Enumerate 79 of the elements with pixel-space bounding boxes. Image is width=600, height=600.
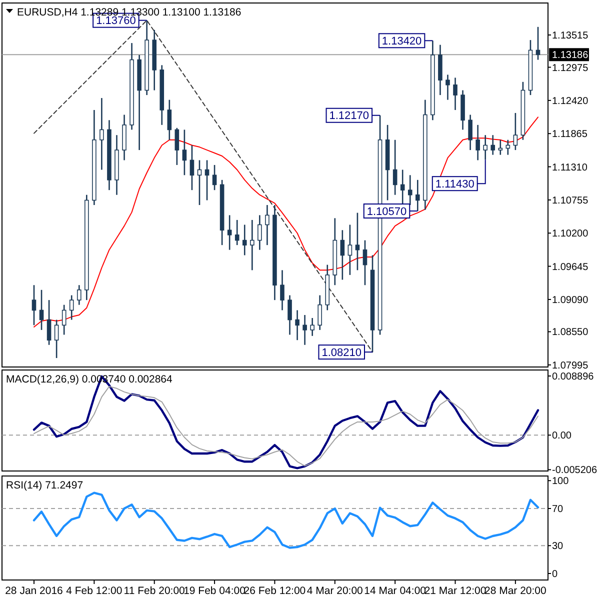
candlestick [32, 284, 36, 326]
candlestick [400, 169, 405, 206]
candlestick [227, 214, 232, 250]
candlestick [182, 129, 187, 176]
x-tick-label: 14 Mar 04:00 [364, 585, 426, 597]
y-tick-label: 1.09090 [552, 294, 589, 306]
candlestick [46, 299, 52, 346]
annotation: 1.11430 [435, 178, 474, 190]
candlestick [446, 74, 450, 100]
candlestick [54, 319, 59, 359]
x-tick-label: 19 Feb 04:00 [184, 585, 246, 597]
candlestick [302, 314, 307, 346]
candlestick [174, 127, 180, 166]
candlestick [318, 294, 322, 331]
candlestick [295, 310, 300, 341]
candlestick [39, 289, 44, 331]
candlestick [204, 160, 210, 201]
chart-title: RSI(14) 71.2497 [6, 480, 84, 492]
ref-line-label: 1.13186 [552, 50, 589, 62]
y-tick-label: 0.008896 [552, 372, 594, 383]
candlestick [197, 160, 202, 206]
x-tick-label: 28 Mar 20:00 [484, 585, 547, 597]
candlestick [498, 139, 503, 156]
y-tick-label: 0 [552, 569, 558, 580]
candlestick [280, 270, 284, 311]
y-tick-label: 1.10200 [552, 228, 589, 240]
y-tick-label: 1.10755 [552, 195, 589, 206]
candlestick [340, 229, 345, 280]
candlestick [453, 77, 458, 111]
candlestick [258, 214, 262, 250]
y-tick-label: 1.11865 [552, 129, 588, 140]
candlestick [69, 294, 74, 320]
candlestick [348, 224, 352, 276]
y-tick-label: 70 [552, 504, 564, 515]
candlestick [392, 139, 398, 196]
candlestick [362, 240, 368, 286]
annotation: 1.13420 [382, 36, 422, 48]
candlestick [242, 224, 247, 256]
y-tick-label: 1.09645 [552, 262, 589, 273]
candlestick [100, 97, 104, 170]
candlestick [490, 134, 496, 156]
x-tick-label: 4 Mar 20:00 [306, 585, 364, 597]
y-tick-label: 1.12975 [552, 62, 589, 74]
candlestick [234, 219, 240, 246]
candlestick [536, 26, 540, 60]
candlestick [288, 294, 292, 336]
candlestick [513, 112, 518, 151]
y-tick-label: 30 [552, 541, 564, 552]
annotation: 1.08210 [322, 346, 362, 359]
candlestick [415, 179, 420, 212]
candlestick [468, 114, 472, 151]
candlestick [265, 204, 270, 246]
y-tick-label: 1.11310 [552, 162, 588, 174]
candlestick [408, 174, 412, 206]
x-tick-label: 11 Feb 20:00 [124, 585, 186, 597]
line-series [32, 492, 540, 549]
y-tick-label: 1.13515 [552, 30, 589, 42]
y-tick-label: 1.08550 [552, 327, 589, 338]
candlestick [355, 212, 360, 271]
candlestick [250, 219, 254, 271]
annotation: 1.12170 [329, 110, 370, 122]
candlestick [476, 124, 480, 161]
y-tick-label: -0.005206 [552, 465, 598, 476]
y-tick-label: 1.12420 [552, 96, 589, 107]
x-tick-label: 21 Mar 12:00 [424, 585, 486, 597]
candlestick [62, 304, 66, 336]
candlestick [190, 144, 194, 191]
candlestick [310, 317, 314, 337]
x-tick-label: 4 Feb 12:00 [66, 585, 122, 597]
y-tick-label: 0.00 [552, 430, 572, 442]
candlestick [483, 134, 488, 160]
annotation: 1.10570 [366, 206, 407, 218]
y-tick-label: 100 [552, 476, 570, 488]
y-tick-label: 1.07995 [552, 360, 589, 372]
candlestick [212, 164, 217, 191]
candlestick [167, 99, 172, 141]
x-tick-label: 28 Jan 2016 [5, 585, 64, 597]
candlestick [76, 284, 82, 306]
x-tick-label: 26 Feb 12:00 [244, 585, 306, 597]
